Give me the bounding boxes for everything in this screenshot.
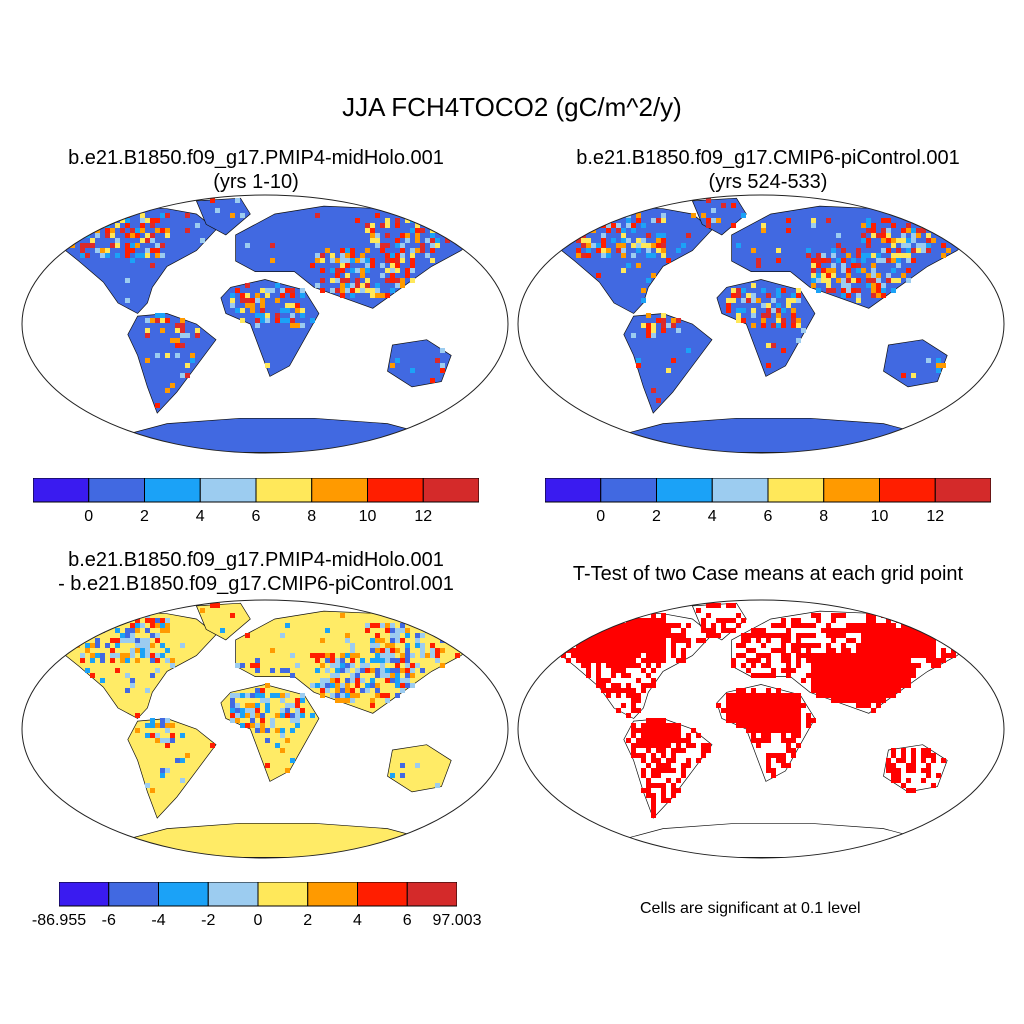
land-australia	[883, 339, 948, 388]
colorbar-swatch	[406, 882, 457, 907]
colorbar-swatch	[711, 478, 769, 503]
colorbar-tick-label: 12	[414, 508, 433, 525]
colorbar-tick-label: 0	[84, 508, 94, 525]
colorbar-tick-label: 4	[353, 912, 362, 929]
colorbar-tick-label: 12	[926, 508, 945, 525]
colorbar-diff	[59, 882, 457, 907]
colorbar-swatch	[255, 478, 313, 503]
colorbar-swatch	[879, 478, 936, 503]
panel1-title: b.e21.B1850.f09_g17.PMIP4-midHolo.001 (y…	[0, 146, 512, 194]
colorbar-swatch	[33, 478, 90, 503]
colorbar-tick-label: 2	[140, 508, 149, 525]
colorbar-tick-label: 4	[195, 508, 205, 525]
land-greenland	[195, 602, 251, 641]
colorbar-tick-label: -4	[151, 912, 166, 929]
colorbar-tick-label: -6	[101, 912, 116, 929]
colorbar-swatch	[307, 882, 358, 907]
land-australia	[387, 744, 452, 793]
map-panel-midholo	[21, 194, 509, 454]
panel1-title-line1: b.e21.B1850.f09_g17.PMIP4-midHolo.001	[68, 147, 444, 169]
colorbar-field-1	[33, 478, 479, 503]
colorbar-tick-label: 6	[763, 508, 773, 525]
panel2-title: b.e21.B1850.f09_g17.CMIP6-piControl.001 …	[512, 146, 1024, 194]
colorbar-swatch	[311, 478, 368, 503]
colorbar-swatch	[767, 478, 825, 503]
colorbar-swatch	[422, 478, 479, 503]
panel3-title: b.e21.B1850.f09_g17.PMIP4-midHolo.001 - …	[0, 548, 512, 596]
map-outline	[21, 599, 509, 859]
colorbar-tick-label: 0	[596, 508, 606, 525]
map-panel-difference	[21, 599, 509, 859]
colorbar-tick-label: 6	[251, 508, 261, 525]
panel3-title-line2: - b.e21.B1850.f09_g17.CMIP6-piControl.00…	[58, 573, 454, 595]
map-outline	[21, 194, 509, 454]
colorbar-tick-label: 10	[870, 508, 889, 525]
map-panel-ttest	[517, 599, 1005, 859]
colorbar-swatch	[207, 882, 259, 907]
map-outline	[517, 194, 1005, 454]
grid-cells	[561, 198, 951, 403]
colorbar-swatch	[108, 882, 159, 907]
colorbar-swatch	[934, 478, 991, 503]
colorbar-swatch	[158, 882, 209, 907]
grid-cells	[65, 198, 470, 408]
colorbar-swatch	[257, 882, 309, 907]
colorbar-swatch	[823, 478, 880, 503]
colorbar-swatch	[656, 478, 713, 503]
panel4-title: T-Test of two Case means at each grid po…	[512, 562, 1024, 586]
colorbar-tick-label: 6	[402, 912, 412, 929]
colorbar-tick-label: 10	[358, 508, 377, 525]
colorbar-tick-label: 8	[307, 508, 317, 525]
colorbar-tick-label: 2	[652, 508, 661, 525]
colorbar-tick-label: 2	[303, 912, 313, 929]
colorbar-field-2	[545, 478, 991, 503]
main-title: JJA FCH4TOCO2 (gC/m^2/y)	[342, 92, 682, 122]
ttest-note: Cells are significant at 0.1 level	[640, 900, 861, 917]
colorbar-tick-label: -2	[201, 912, 216, 929]
land-southamerica	[127, 718, 217, 819]
land-australia	[387, 339, 452, 388]
colorbar-tick-label: -86.955	[31, 912, 87, 929]
colorbar-swatch	[59, 882, 110, 907]
panel1-title-line2: (yrs 1-10)	[213, 171, 299, 193]
colorbar-swatch	[367, 478, 424, 503]
colorbar-swatch	[199, 478, 257, 503]
map-panel-picontrol	[517, 194, 1005, 454]
colorbar-tick-label: 4	[707, 508, 717, 525]
map-outline	[517, 599, 1005, 859]
colorbar-swatch	[144, 478, 201, 503]
panel4-title-line1: T-Test of two Case means at each grid po…	[572, 563, 964, 585]
colorbar-tick-label: 8	[819, 508, 829, 525]
colorbar-swatch	[600, 478, 657, 503]
colorbar-tick-label: 0	[253, 912, 263, 929]
colorbar-swatch	[545, 478, 602, 503]
land-greenland	[195, 197, 251, 236]
panel3-title-line1: b.e21.B1850.f09_g17.PMIP4-midHolo.001	[68, 549, 444, 571]
land-southamerica	[127, 313, 217, 414]
panel2-title-line1: b.e21.B1850.f09_g17.CMIP6-piControl.001	[576, 147, 960, 169]
colorbar-tick-label: 97.003	[432, 912, 482, 929]
colorbar-swatch	[88, 478, 145, 503]
land-southamerica	[623, 313, 713, 414]
panel2-title-line2: (yrs 524-533)	[708, 171, 828, 193]
colorbar-swatch	[357, 882, 408, 907]
